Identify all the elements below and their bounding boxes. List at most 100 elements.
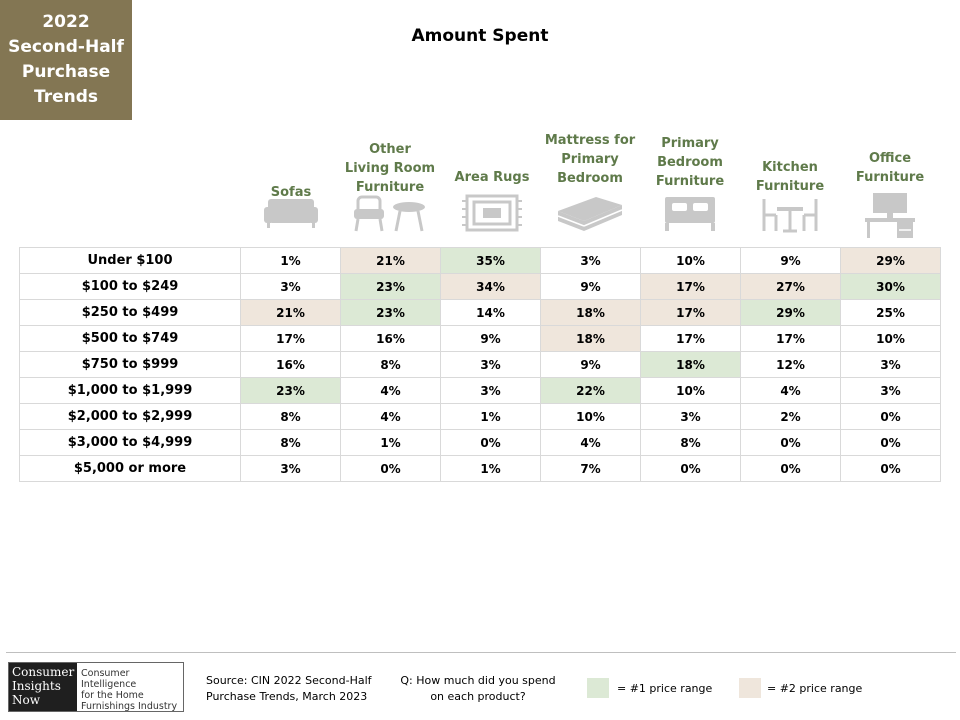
row-label: $500 to $749 <box>19 325 241 352</box>
area-rug-icon <box>461 193 523 237</box>
table-cell: 3% <box>540 247 641 274</box>
table-row: $500 to $749 17% 16% 9% 18% 17% 17% 10% <box>19 325 941 352</box>
kitchen-table-icon <box>760 193 820 237</box>
table-cell: 30% <box>840 273 941 300</box>
table-row: $100 to $249 3% 23% 34% 9% 17% 27% 30% <box>19 273 941 300</box>
table-cell: 1% <box>240 247 341 274</box>
legend-label-first: = #1 price range <box>617 682 713 695</box>
table-cell: 23% <box>340 273 441 300</box>
row-label: $2,000 to $2,999 <box>19 403 241 430</box>
table-cell: 3% <box>440 351 541 378</box>
table-cell: 8% <box>240 403 341 430</box>
table-cell: 4% <box>340 377 441 404</box>
table-cell: 0% <box>740 429 841 456</box>
table-cell: 4% <box>740 377 841 404</box>
report-badge-text: 2022 Second-Half Purchase Trends <box>8 12 124 107</box>
table-cell: 3% <box>840 377 941 404</box>
table-cell: 1% <box>340 429 441 456</box>
row-label: $100 to $249 <box>19 273 241 300</box>
table-cell: 18% <box>640 351 741 378</box>
column-header: Kitchen Furniture <box>755 160 825 194</box>
table-cell: 27% <box>740 273 841 300</box>
source-note: Source: CIN 2022 Second-Half Purchase Tr… <box>206 674 372 703</box>
table-cell: 2% <box>740 403 841 430</box>
table-cell: 8% <box>240 429 341 456</box>
table-row: Under $100 1% 21% 35% 3% 10% 9% 29% <box>19 247 941 274</box>
company-logo: Consumer Insights Now Consumer Intellige… <box>8 662 184 712</box>
column-header: Office Furniture <box>855 151 925 185</box>
chart-title: Amount Spent <box>411 26 549 46</box>
table-cell: 18% <box>540 299 641 326</box>
table-cell: 0% <box>840 403 941 430</box>
table-cell: 17% <box>640 273 741 300</box>
row-label: Under $100 <box>19 247 241 274</box>
row-label: $750 to $999 <box>19 351 241 378</box>
table-cell: 3% <box>240 273 341 300</box>
column-header: Primary Bedroom Furniture <box>655 136 725 189</box>
column-header: Mattress for Primary Bedroom <box>544 133 636 186</box>
table-cell: 7% <box>540 455 641 482</box>
legend-label-second: = #2 price range <box>767 682 863 695</box>
table-cell: 10% <box>540 403 641 430</box>
table-cell: 0% <box>640 455 741 482</box>
table-cell: 10% <box>640 247 741 274</box>
table-cell: 17% <box>640 325 741 352</box>
row-label: $5,000 or more <box>19 455 241 482</box>
table-cell: 9% <box>540 351 641 378</box>
table-row: $750 to $999 16% 8% 3% 9% 18% 12% 3% <box>19 351 941 378</box>
row-label: $250 to $499 <box>19 299 241 326</box>
armchair-table-icon <box>352 193 428 237</box>
table-cell: 9% <box>440 325 541 352</box>
legend-swatch-second <box>739 678 761 698</box>
table-cell: 21% <box>240 299 341 326</box>
column-header: Other Living Room Furniture <box>344 142 436 195</box>
table-cell: 0% <box>840 455 941 482</box>
table-cell: 23% <box>240 377 341 404</box>
table-cell: 0% <box>340 455 441 482</box>
table-cell: 4% <box>540 429 641 456</box>
office-desk-icon <box>863 193 917 243</box>
table-cell: 3% <box>240 455 341 482</box>
table-cell: 9% <box>540 273 641 300</box>
table-cell: 3% <box>440 377 541 404</box>
bed-icon <box>663 193 717 237</box>
table-cell: 3% <box>640 403 741 430</box>
table-row: $250 to $499 21% 23% 14% 18% 17% 29% 25% <box>19 299 941 326</box>
mattress-icon <box>556 193 624 237</box>
table-cell: 14% <box>440 299 541 326</box>
table-cell: 8% <box>340 351 441 378</box>
table-cell: 29% <box>840 247 941 274</box>
table-row: $1,000 to $1,999 23% 4% 3% 22% 10% 4% 3% <box>19 377 941 404</box>
table-cell: 22% <box>540 377 641 404</box>
table-cell: 23% <box>340 299 441 326</box>
column-header: Area Rugs <box>454 170 530 185</box>
table-cell: 0% <box>440 429 541 456</box>
table-cell: 25% <box>840 299 941 326</box>
table-cell: 4% <box>340 403 441 430</box>
column-header: Sofas <box>270 185 312 200</box>
table-cell: 9% <box>740 247 841 274</box>
survey-question: Q: How much did you spend on each produc… <box>400 674 556 703</box>
table-row: $3,000 to $4,999 8% 1% 0% 4% 8% 0% 0% <box>19 429 941 456</box>
table-cell: 10% <box>640 377 741 404</box>
table-cell: 12% <box>740 351 841 378</box>
table-cell: 17% <box>640 299 741 326</box>
table-row: $2,000 to $2,999 8% 4% 1% 10% 3% 2% 0% <box>19 403 941 430</box>
logo-tagline: Consumer Intelligence for the Home Furni… <box>81 668 178 712</box>
table-cell: 0% <box>840 429 941 456</box>
table-cell: 0% <box>740 455 841 482</box>
table-cell: 8% <box>640 429 741 456</box>
report-badge: 2022 Second-Half Purchase Trends <box>0 0 132 120</box>
table-cell: 29% <box>740 299 841 326</box>
spend-table: Under $100 1% 21% 35% 3% 10% 9% 29% $100 to $249… <box>19 247 941 482</box>
table-cell: 35% <box>440 247 541 274</box>
table-cell: 21% <box>340 247 441 274</box>
table-row: $5,000 or more 3% 0% 1% 7% 0% 0% 0% <box>19 455 941 482</box>
table-cell: 3% <box>840 351 941 378</box>
table-cell: 34% <box>440 273 541 300</box>
row-label: $3,000 to $4,999 <box>19 429 241 456</box>
row-label: $1,000 to $1,999 <box>19 377 241 404</box>
table-cell: 18% <box>540 325 641 352</box>
table-cell: 1% <box>440 455 541 482</box>
table-cell: 16% <box>340 325 441 352</box>
